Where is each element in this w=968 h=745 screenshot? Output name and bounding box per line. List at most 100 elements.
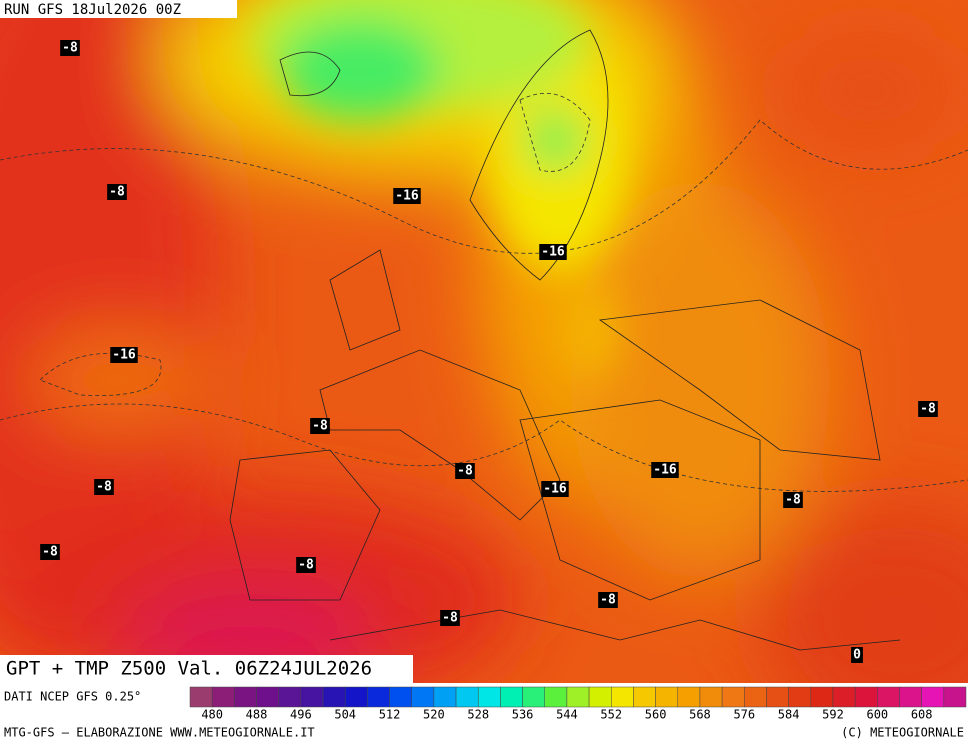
isotherm-label: -16: [393, 188, 421, 204]
colorbar-swatch: [256, 686, 279, 708]
colorbar-swatch: [588, 686, 612, 708]
isotherm-label: -16: [541, 481, 569, 497]
isotherm-label-box: [539, 244, 567, 260]
colorbar-label: 608: [911, 708, 933, 722]
isotherm-label: -8: [40, 544, 60, 560]
colorbar-swatch: [566, 686, 590, 708]
isotherm-labels: -8 -8 -16 -16 -16 -8 -8 -8 -16 -8 -16 -8 -8 -8 -8 -8 0: [40, 40, 938, 663]
isotherm-label: -16: [651, 462, 679, 478]
isotherm-label: -16: [539, 244, 567, 260]
colorbar-swatch: [344, 686, 368, 708]
isotherm-label-text: -16: [653, 463, 677, 478]
isotherm-label-text: -8: [920, 402, 936, 417]
colorbar-swatch: [699, 686, 723, 708]
isotherm-label: -8: [455, 463, 475, 479]
isotherm-label-box: [110, 347, 138, 363]
isotherm-label-box: [598, 592, 618, 608]
colorbar-swatch: [677, 686, 701, 708]
isotherm-label-text: -16: [112, 348, 136, 363]
run-label: RUN GFS 18Jul2026 00Z: [4, 2, 181, 18]
colorbar-swatch: [455, 686, 479, 708]
colorbar-label: 560: [645, 708, 667, 722]
colorbar-swatch: [300, 686, 324, 708]
isotherm-label: -8: [440, 610, 460, 626]
colorbar-swatch: [721, 686, 745, 708]
colorbar-swatch: [189, 686, 213, 708]
isotherm-label: -8: [783, 492, 803, 508]
colorbar-swatch: [522, 686, 545, 708]
isotherm-label-box: [296, 557, 316, 573]
run-box: [0, 0, 237, 18]
isotherm-label-text: -8: [442, 611, 458, 626]
colorbar-swatch: [500, 686, 523, 708]
isotherm-label: -16: [110, 347, 138, 363]
colorbar-label: 552: [600, 708, 622, 722]
colorbar-swatch: [655, 686, 679, 708]
colorbar-label: 584: [778, 708, 800, 722]
colorbar-swatch: [744, 686, 767, 708]
isotherm-label-text: -16: [541, 245, 565, 260]
isotherm-label: -8: [310, 418, 330, 434]
colorbar-swatch: [411, 686, 435, 708]
isotherm-label-text: -8: [785, 493, 801, 508]
colorbar-swatch: [477, 686, 501, 708]
isotherm-label-box: [651, 462, 679, 478]
colorbar-swatch: [211, 686, 235, 708]
colorbar-swatch: [633, 686, 656, 708]
isotherm-label: -8: [918, 401, 938, 417]
colorbar-swatch: [854, 686, 878, 708]
colorbar: 480 488 496 504 512 520 528 536 544 552 560 568 576 5…: [189, 686, 967, 722]
isotherm-label-box: [310, 418, 330, 434]
colorbar-label: 568: [689, 708, 711, 722]
footer-right: (C) METEOGIORNALE: [841, 726, 964, 740]
title-box: [0, 655, 413, 683]
isotherm-label: -8: [296, 557, 316, 573]
isotherm-label-box: [107, 184, 127, 200]
isotherm-label-box: [94, 479, 114, 495]
colorbar-label: 600: [866, 708, 888, 722]
isotherm-label-box: [60, 40, 80, 56]
isotherm-label-text: -8: [62, 41, 78, 56]
colorbar-swatch: [766, 686, 789, 708]
isotherm-label-text: -8: [298, 558, 314, 573]
isotherm-label: -8: [94, 479, 114, 495]
colorbar-swatch: [832, 686, 856, 708]
isotherm-label-box: [851, 647, 863, 663]
colorbar-swatch: [943, 686, 967, 708]
source-label: DATI NCEP GFS 0.25°: [4, 690, 141, 704]
colorbar-swatch: [278, 686, 302, 708]
colorbar-label: 496: [290, 708, 312, 722]
isotherm-label-box: [541, 481, 569, 497]
colorbar-label: 512: [379, 708, 401, 722]
isotherm-label-text: -8: [109, 185, 125, 200]
isotherm-label-text: -8: [312, 419, 328, 434]
colorbar-label: 536: [512, 708, 534, 722]
colorbar-label: 488: [246, 708, 268, 722]
isotherm-label: -8: [60, 40, 80, 56]
isotherm-label-text: 0: [853, 648, 861, 663]
colorbar-swatch: [544, 686, 568, 708]
isotherm-label-box: [918, 401, 938, 417]
footer-left: MTG-GFS — ELABORAZIONE WWW.METEOGIORNALE…: [4, 726, 315, 740]
isotherm-label-text: -8: [600, 593, 616, 608]
colorbar-label: 528: [467, 708, 489, 722]
isotherm-label-text: -8: [96, 480, 112, 495]
map-title: GPT + TMP Z500 Val. 06Z24JUL2026: [6, 658, 372, 680]
colorbar-swatch: [322, 686, 346, 708]
isotherm-label-box: [393, 188, 421, 204]
colorbar-swatch: [921, 686, 945, 708]
isotherm-label-box: [783, 492, 803, 508]
colorbar-swatch: [389, 686, 412, 708]
colorbar-swatch: [234, 686, 257, 708]
colorbar-swatch: [433, 686, 457, 708]
colorbar-swatch: [611, 686, 634, 708]
isotherm-label-text: -8: [457, 464, 473, 479]
isotherm-label-text: -16: [395, 189, 419, 204]
isotherm-label: 0: [851, 647, 863, 663]
colorbar-label: 544: [556, 708, 578, 722]
isotherm-label-text: -16: [543, 482, 567, 497]
isotherm-label-box: [440, 610, 460, 626]
